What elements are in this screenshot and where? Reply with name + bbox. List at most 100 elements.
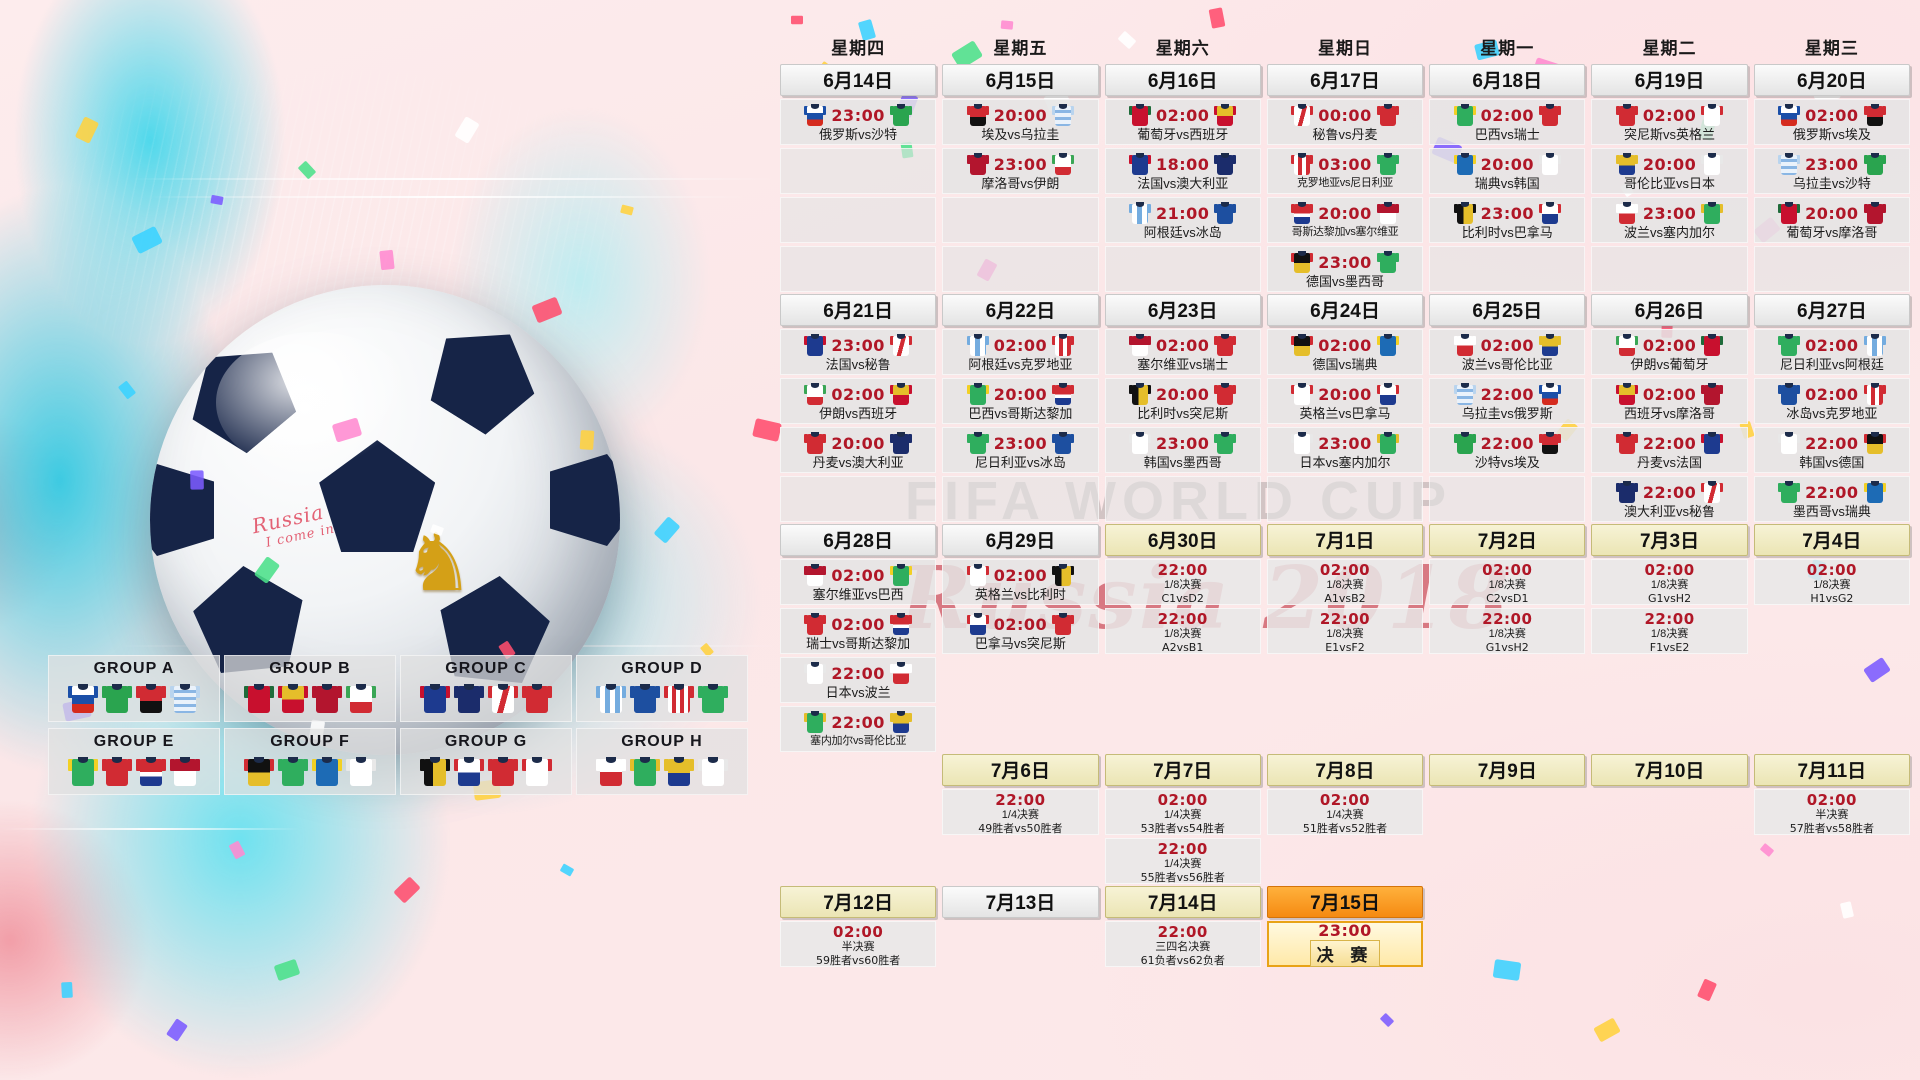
date-header-6月16日[interactable]: 6月16日 [1104,64,1261,96]
knockout-match-cell[interactable]: 02:00 1/8决赛 G1vsH2 [1591,559,1748,605]
date-header-6月21日[interactable]: 6月21日 [780,294,937,326]
knockout-match-cell[interactable]: 02:00 1/8决赛 C2vsD1 [1429,559,1586,605]
date-header-6月25日[interactable]: 6月25日 [1429,294,1586,326]
match-cell[interactable]: 20:00 哥伦比亚vs日本 [1591,148,1748,194]
date-header-6月14日[interactable]: 6月14日 [780,64,937,96]
date-header-6月24日[interactable]: 6月24日 [1266,294,1424,326]
match-cell[interactable]: 22:00 丹麦vs法国 [1591,427,1748,473]
match-cell[interactable]: 22:00 澳大利亚vs秘鲁 [1591,476,1748,522]
knockout-match-cell[interactable]: 02:00 1/4决赛 53胜者vs54胜者 [1104,789,1261,835]
date-header-6月30日[interactable]: 6月30日 [1104,524,1261,556]
date-header-7月7日[interactable]: 7月7日 [1104,754,1261,786]
match-cell[interactable]: 02:00 巴西vs瑞士 [1429,99,1586,145]
match-cell[interactable]: 02:00 冰岛vs克罗地亚 [1753,378,1910,424]
match-cell[interactable]: 02:00 突尼斯vs英格兰 [1591,99,1748,145]
date-header-7月8日[interactable]: 7月8日 [1266,754,1424,786]
date-header-6月20日[interactable]: 6月20日 [1753,64,1910,96]
date-header-7月6日[interactable]: 7月6日 [942,754,1099,786]
group-panel-group-d[interactable]: GROUP D [576,655,748,722]
date-header-7月3日[interactable]: 7月3日 [1591,524,1748,556]
match-cell[interactable]: 23:00 波兰vs塞内加尔 [1591,197,1748,243]
match-cell[interactable]: 02:00 德国vs瑞典 [1266,329,1424,375]
match-cell[interactable]: 02:00 波兰vs哥伦比亚 [1429,329,1586,375]
match-cell[interactable]: 02:00 瑞士vs哥斯达黎加 [780,608,937,654]
group-panel-group-c[interactable]: GROUP C [400,655,572,722]
match-cell[interactable]: 22:00 沙特vs埃及 [1429,427,1586,473]
group-panel-group-g[interactable]: GROUP G [400,728,572,795]
date-header-6月22日[interactable]: 6月22日 [942,294,1099,326]
match-cell[interactable]: 21:00 阿根廷vs冰岛 [1104,197,1261,243]
match-cell[interactable]: 02:00 伊朗vs西班牙 [780,378,937,424]
knockout-match-cell[interactable]: 02:00 1/4决赛 51胜者vs52胜者 [1266,789,1424,835]
date-header-7月13日[interactable]: 7月13日 [942,886,1099,918]
knockout-match-cell[interactable]: 02:00 1/8决赛 A1vsB2 [1266,559,1424,605]
match-cell[interactable]: 20:00 英格兰vs巴拿马 [1266,378,1424,424]
group-panel-group-h[interactable]: GROUP H [576,728,748,795]
match-cell[interactable]: 22:00 乌拉圭vs俄罗斯 [1429,378,1586,424]
date-header-6月28日[interactable]: 6月28日 [780,524,937,556]
group-panel-group-e[interactable]: GROUP E [48,728,220,795]
match-cell[interactable]: 20:00 瑞典vs韩国 [1429,148,1586,194]
match-cell[interactable]: 23:00 韩国vs墨西哥 [1104,427,1261,473]
knockout-match-cell[interactable]: 22:00 1/8决赛 C1vsD2 [1104,559,1261,605]
date-header-7月4日[interactable]: 7月4日 [1753,524,1910,556]
match-cell[interactable]: 20:00 埃及vs乌拉圭 [942,99,1099,145]
date-header-6月17日[interactable]: 6月17日 [1266,64,1424,96]
match-cell[interactable]: 23:00 法国vs秘鲁 [780,329,937,375]
match-cell[interactable]: 22:00 塞内加尔vs哥伦比亚 [780,706,937,752]
date-header-6月29日[interactable]: 6月29日 [942,524,1099,556]
match-cell[interactable]: 02:00 伊朗vs葡萄牙 [1591,329,1748,375]
date-header-6月27日[interactable]: 6月27日 [1753,294,1910,326]
match-cell[interactable]: 02:00 巴拿马vs突尼斯 [942,608,1099,654]
group-panel-group-f[interactable]: GROUP F [224,728,396,795]
knockout-match-cell[interactable]: 02:00 半决赛 59胜者vs60胜者 [780,921,937,967]
match-cell[interactable]: 20:00 巴西vs哥斯达黎加 [942,378,1099,424]
knockout-match-cell[interactable]: 02:00 1/8决赛 H1vsG2 [1753,559,1910,605]
match-cell[interactable]: 23:00 德国vs墨西哥 [1266,246,1424,292]
knockout-match-cell[interactable]: 22:00 1/8决赛 F1vsE2 [1591,608,1748,654]
match-cell[interactable]: 03:00 克罗地亚vs尼日利亚 [1266,148,1424,194]
match-cell[interactable]: 02:00 西班牙vs摩洛哥 [1591,378,1748,424]
match-cell[interactable]: 23:00 尼日利亚vs冰岛 [942,427,1099,473]
date-header-7月10日[interactable]: 7月10日 [1591,754,1748,786]
knockout-match-cell[interactable]: 22:00 1/4决赛 55胜者vs56胜者 [1104,838,1261,884]
match-cell[interactable]: 23:00 日本vs塞内加尔 [1266,427,1424,473]
match-cell[interactable]: 20:00 比利时vs突尼斯 [1104,378,1261,424]
knockout-match-cell[interactable]: 22:00 1/4决赛 49胜者vs50胜者 [942,789,1099,835]
match-cell[interactable]: 20:00 丹麦vs澳大利亚 [780,427,937,473]
date-header-6月18日[interactable]: 6月18日 [1429,64,1586,96]
match-cell[interactable]: 23:00 俄罗斯vs沙特 [780,99,937,145]
match-cell[interactable]: 20:00 哥斯达黎加vs塞尔维亚 [1266,197,1424,243]
knockout-match-cell[interactable]: 22:00 三四名决赛 61负者vs62负者 [1104,921,1261,967]
date-header-7月1日[interactable]: 7月1日 [1266,524,1424,556]
match-cell[interactable]: 02:00 塞尔维亚vs瑞士 [1104,329,1261,375]
match-cell[interactable]: 02:00 尼日利亚vs阿根廷 [1753,329,1910,375]
knockout-match-cell[interactable]: 22:00 1/8决赛 E1vsF2 [1266,608,1424,654]
match-cell[interactable]: 22:00 日本vs波兰 [780,657,937,703]
final-match-cell[interactable]: 23:00 决 赛 [1266,921,1424,967]
knockout-match-cell[interactable]: 22:00 1/8决赛 A2vsB1 [1104,608,1261,654]
date-header-6月26日[interactable]: 6月26日 [1591,294,1748,326]
match-cell[interactable]: 23:00 摩洛哥vs伊朗 [942,148,1099,194]
match-cell[interactable]: 02:00 英格兰vs比利时 [942,559,1099,605]
match-cell[interactable]: 02:00 塞尔维亚vs巴西 [780,559,937,605]
group-panel-group-b[interactable]: GROUP B [224,655,396,722]
match-cell[interactable]: 22:00 韩国vs德国 [1753,427,1910,473]
match-cell[interactable]: 02:00 阿根廷vs克罗地亚 [942,329,1099,375]
date-header-6月15日[interactable]: 6月15日 [942,64,1099,96]
date-header-7月14日[interactable]: 7月14日 [1104,886,1261,918]
match-cell[interactable]: 00:00 秘鲁vs丹麦 [1266,99,1424,145]
date-header-7月9日[interactable]: 7月9日 [1429,754,1586,786]
match-cell[interactable]: 22:00 墨西哥vs瑞典 [1753,476,1910,522]
date-header-6月23日[interactable]: 6月23日 [1104,294,1261,326]
match-cell[interactable]: 18:00 法国vs澳大利亚 [1104,148,1261,194]
knockout-match-cell[interactable]: 02:00 半决赛 57胜者vs58胜者 [1753,789,1910,835]
match-cell[interactable]: 02:00 俄罗斯vs埃及 [1753,99,1910,145]
date-header-6月19日[interactable]: 6月19日 [1591,64,1748,96]
match-cell[interactable]: 23:00 乌拉圭vs沙特 [1753,148,1910,194]
match-cell[interactable]: 20:00 葡萄牙vs摩洛哥 [1753,197,1910,243]
match-cell[interactable]: 02:00 葡萄牙vs西班牙 [1104,99,1261,145]
date-header-7月2日[interactable]: 7月2日 [1429,524,1586,556]
date-header-7月11日[interactable]: 7月11日 [1753,754,1910,786]
match-cell[interactable]: 23:00 比利时vs巴拿马 [1429,197,1586,243]
